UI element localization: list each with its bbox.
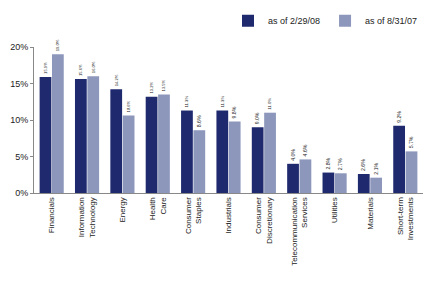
svg-text:20%: 20% — [10, 42, 28, 52]
svg-text:HealthCare: HealthCare — [148, 197, 167, 221]
svg-text:0%: 0% — [15, 188, 28, 198]
svg-text:13.2%: 13.2% — [149, 82, 154, 94]
svg-text:8.6%: 8.6% — [196, 115, 202, 127]
svg-text:10.6%: 10.6% — [126, 101, 131, 113]
svg-text:14.2%: 14.2% — [114, 74, 119, 86]
svg-text:2.8%: 2.8% — [325, 157, 331, 169]
svg-text:13.5%: 13.5% — [161, 79, 166, 91]
svg-text:15%: 15% — [10, 79, 28, 89]
svg-text:16.0%: 16.0% — [91, 61, 96, 73]
svg-text:Utilities: Utilities — [330, 197, 339, 223]
svg-text:11.3%: 11.3% — [220, 96, 225, 108]
svg-text:4.0%: 4.0% — [290, 149, 296, 161]
svg-text:5%: 5% — [15, 152, 28, 162]
svg-text:TelecommunicationServices: TelecommunicationServices — [290, 197, 309, 265]
svg-text:19.0%: 19.0% — [55, 39, 60, 51]
svg-text:9.0%: 9.0% — [254, 112, 260, 124]
svg-text:InformationTechnology: InformationTechnology — [77, 197, 96, 237]
svg-text:Short-termInvestments: Short-termInvestments — [396, 197, 415, 240]
svg-text:9.2%: 9.2% — [396, 111, 402, 123]
svg-text:2.6%: 2.6% — [360, 159, 366, 171]
svg-text:Financials: Financials — [47, 197, 56, 233]
svg-text:2.7%: 2.7% — [337, 158, 343, 170]
svg-text:5.7%: 5.7% — [408, 136, 414, 148]
svg-text:2.1%: 2.1% — [373, 163, 379, 175]
svg-text:11.0%: 11.0% — [267, 98, 272, 110]
svg-text:Energy: Energy — [118, 197, 127, 222]
svg-text:11.3%: 11.3% — [184, 96, 189, 108]
svg-text:Industrials: Industrials — [224, 197, 233, 233]
svg-text:as of 2/29/08: as of 2/29/08 — [268, 16, 320, 26]
svg-text:15.9%: 15.9% — [43, 62, 48, 74]
svg-text:ConsumerDiscretionary: ConsumerDiscretionary — [254, 197, 273, 244]
svg-text:ConsumerStaples: ConsumerStaples — [184, 197, 203, 234]
svg-text:15.6%: 15.6% — [78, 64, 83, 76]
svg-text:10%: 10% — [10, 115, 28, 125]
svg-text:as of 8/31/07: as of 8/31/07 — [365, 16, 417, 26]
svg-text:9.8%: 9.8% — [231, 106, 237, 118]
svg-text:Materials: Materials — [366, 197, 375, 229]
svg-text:4.6%: 4.6% — [302, 144, 308, 156]
